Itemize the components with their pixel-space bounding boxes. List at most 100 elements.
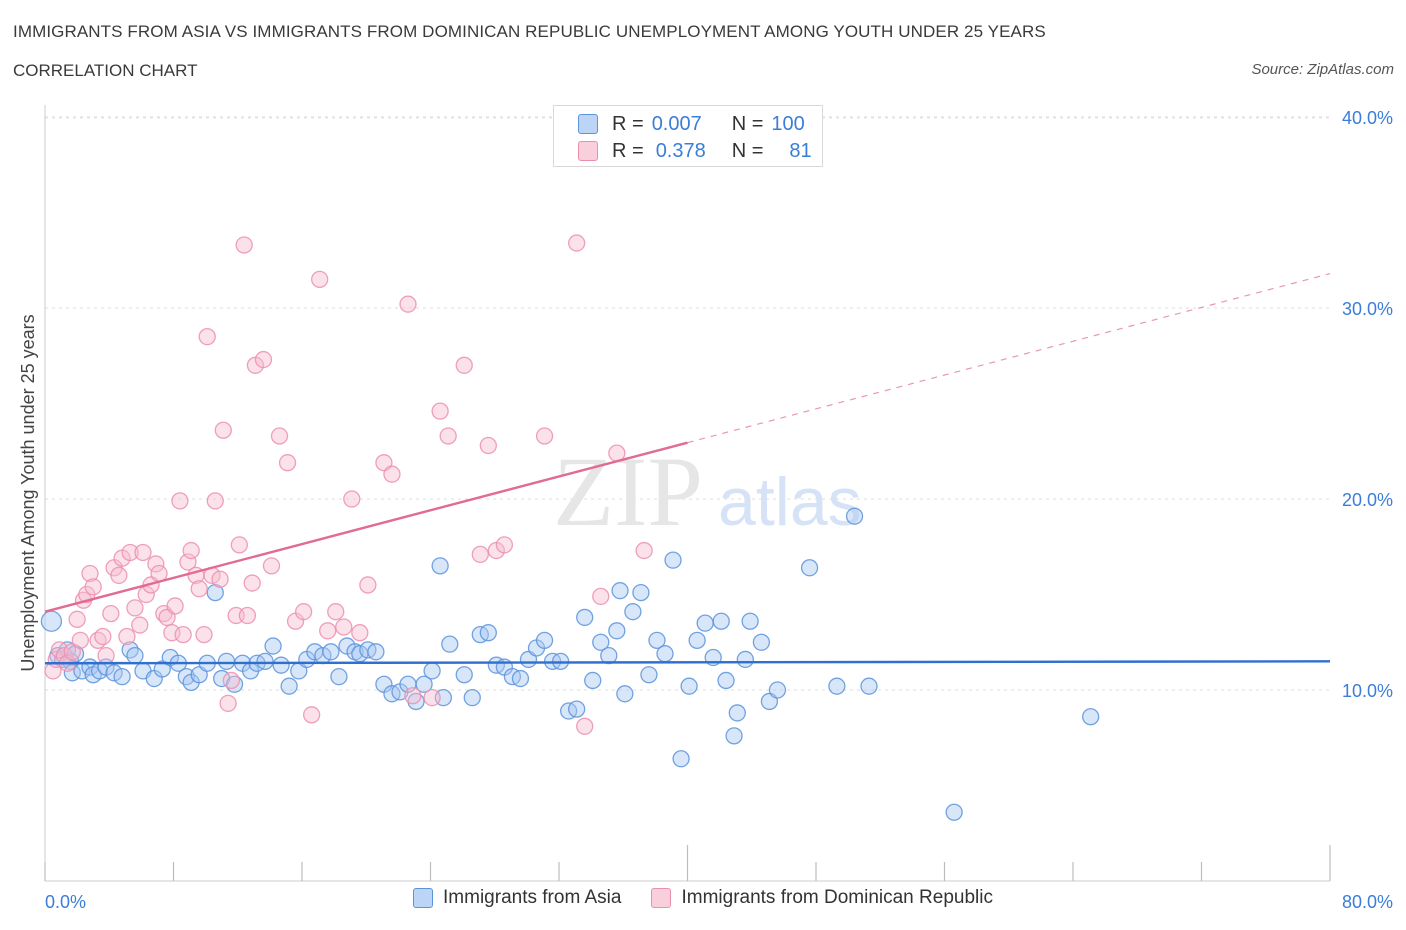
dominican-point <box>238 606 257 625</box>
dominican-point <box>270 427 289 445</box>
asia-point <box>624 603 642 621</box>
chart-title: IMMIGRANTS FROM ASIA VS IMMIGRANTS FROM … <box>13 22 1046 41</box>
legend-item-asia[interactable]: Immigrants from Asia <box>413 887 621 909</box>
asia-r-value: 0.007 <box>651 112 702 135</box>
asia-point <box>608 622 626 640</box>
dominican-point <box>230 536 249 554</box>
asia-point <box>40 610 63 632</box>
dominican-point <box>439 427 457 445</box>
dominican-point <box>319 622 337 640</box>
asia-point <box>860 677 878 695</box>
asia-r-label: R = <box>612 112 644 135</box>
asia-point <box>367 643 385 661</box>
asia-point <box>672 750 690 768</box>
dominican-point <box>102 604 120 623</box>
legend-label-dominican: Immigrants from Dominican Republic <box>681 887 993 908</box>
dominican-point <box>131 616 149 634</box>
dominican-point <box>383 465 401 483</box>
dominican-point <box>195 625 213 644</box>
asia-point <box>415 675 433 693</box>
legend-swatch-asia <box>413 888 434 908</box>
dominican-point <box>243 574 261 592</box>
asia-point <box>828 677 846 695</box>
dominican-point <box>110 566 128 585</box>
dominican-point <box>198 327 216 346</box>
dominican-point <box>343 490 361 508</box>
y-tick-label: 40.0% <box>1342 108 1393 128</box>
y-axis-label: Unemployment Among Youth under 25 years <box>18 314 38 671</box>
dominican-point <box>182 541 200 560</box>
dominican-point <box>302 706 321 724</box>
dominican-point <box>171 492 189 510</box>
asia-point <box>322 643 340 661</box>
asia-point <box>717 671 735 690</box>
asia-point <box>611 582 629 600</box>
dominican-point <box>431 402 449 420</box>
asia-point <box>648 631 666 649</box>
dominican-point <box>134 543 152 562</box>
asia-point <box>800 559 819 577</box>
asia-point <box>945 803 963 821</box>
dominican-point <box>219 694 237 713</box>
dominican-point <box>206 492 224 510</box>
watermark-zip: ZIP <box>553 436 703 547</box>
dominican-swatch <box>578 141 598 161</box>
dominican-point <box>278 454 297 472</box>
dominican-trend-line <box>44 441 688 613</box>
bottom-legend: Immigrants from Asia Immigrants from Dom… <box>0 887 1406 909</box>
asia-point <box>113 667 131 686</box>
legend-item-dominican[interactable]: Immigrants from Dominican Republic <box>651 887 993 909</box>
asia-point <box>752 633 771 651</box>
dominican-point <box>174 625 192 644</box>
dominican-n-label: N = <box>731 139 764 162</box>
dominican-point <box>94 627 112 646</box>
dominican-point <box>423 688 441 707</box>
dominican-point <box>335 618 353 636</box>
dominican-point <box>311 270 329 289</box>
stats-row-asia: R = 0.007 N = 100 <box>578 111 805 137</box>
asia-trend-line <box>44 660 1331 665</box>
asia-point <box>616 685 634 703</box>
asia-point <box>640 666 658 684</box>
dominican-point <box>166 597 184 615</box>
asia-point <box>280 677 298 695</box>
stats-legend: R = 0.007 N = 100 R = 0.378 N = 81 <box>553 105 823 167</box>
y-tick-label: 10.0% <box>1342 681 1393 701</box>
source-label: Source: ZipAtlas.com <box>1251 61 1394 78</box>
legend-swatch-dominican <box>651 888 672 908</box>
dominican-point <box>147 555 165 573</box>
asia-point <box>656 645 674 663</box>
x-tick-label-max: 80.0% <box>1342 892 1393 912</box>
dominican-point <box>214 421 232 439</box>
asia-point <box>423 662 441 680</box>
dominican-point <box>351 624 369 642</box>
dominican-point <box>294 603 313 621</box>
dominican-point <box>535 427 554 445</box>
y-tick-label: 30.0% <box>1342 299 1393 319</box>
dominican-point <box>190 580 208 598</box>
dominican-point <box>68 610 86 628</box>
asia-point <box>1082 708 1100 726</box>
asia-swatch <box>578 114 598 134</box>
dominican-point <box>118 627 136 646</box>
y-tick-label: 20.0% <box>1342 490 1393 510</box>
dominican-point <box>71 631 89 649</box>
dominican-point <box>81 564 99 583</box>
dominican-point <box>495 536 514 554</box>
asia-point <box>845 507 864 525</box>
x-tick-label-min: 0.0% <box>45 892 86 912</box>
asia-point <box>511 669 530 688</box>
dominican-point <box>404 687 422 705</box>
legend-label-asia: Immigrants from Asia <box>443 887 622 908</box>
watermark-atlas: atlas <box>718 464 862 540</box>
asia-point <box>217 652 236 670</box>
dominican-point <box>635 541 653 560</box>
dominican-point <box>222 671 240 690</box>
asia-point <box>741 612 759 630</box>
dominican-trend-extension <box>687 273 1331 444</box>
dominican-point <box>97 646 115 665</box>
dominican-point <box>327 603 345 621</box>
asia-point <box>576 608 594 627</box>
asia-point <box>256 652 274 670</box>
asia-point <box>584 671 602 690</box>
